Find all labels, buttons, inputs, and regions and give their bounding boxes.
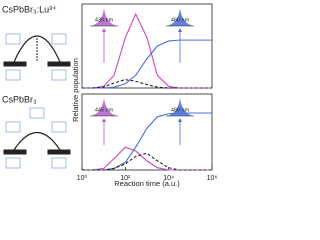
schematic-bottom (3, 107, 71, 169)
arrow-head (178, 118, 182, 122)
inset-label: 445 nm (95, 107, 114, 113)
y-axis-label: Relative population (71, 58, 80, 122)
inset-spectrum (90, 8, 118, 26)
inset-label: 460 nm (171, 17, 190, 23)
series-line (82, 152, 212, 171)
panel-title: CsPbBr₃ (2, 94, 37, 104)
x-tick-label: 10² (120, 175, 131, 182)
x-tick-label: 10⁰ (77, 174, 88, 182)
plot-frame (81, 93, 213, 171)
series-line (82, 39, 212, 89)
page: {"chart_data": [ {"type": "line", "title… (2, 3, 218, 188)
arrow-head (102, 118, 106, 122)
figure: CsPbBr₃:Lu³⁺ Relative population 430 nm 460… (2, 3, 218, 188)
inset-spectrum (166, 98, 194, 116)
inset-spectrum (166, 8, 194, 26)
inset-label: 460 nm (171, 107, 190, 113)
plot-frame (81, 3, 213, 89)
inset-label: 430 nm (95, 17, 114, 23)
series-line (82, 146, 212, 171)
arrow-head (102, 28, 106, 32)
series-line (82, 79, 212, 89)
x-tick-label: 10⁶ (207, 175, 218, 182)
inset-spectrum (90, 98, 118, 116)
arrow-head (178, 28, 182, 32)
x-tick-label: 10⁴ (163, 175, 174, 182)
x-axis-label: Reaction time (a.u.) (114, 179, 180, 188)
panel-title: CsPbBr₃:Lu³⁺ (2, 4, 57, 14)
schematic-top (3, 33, 71, 81)
